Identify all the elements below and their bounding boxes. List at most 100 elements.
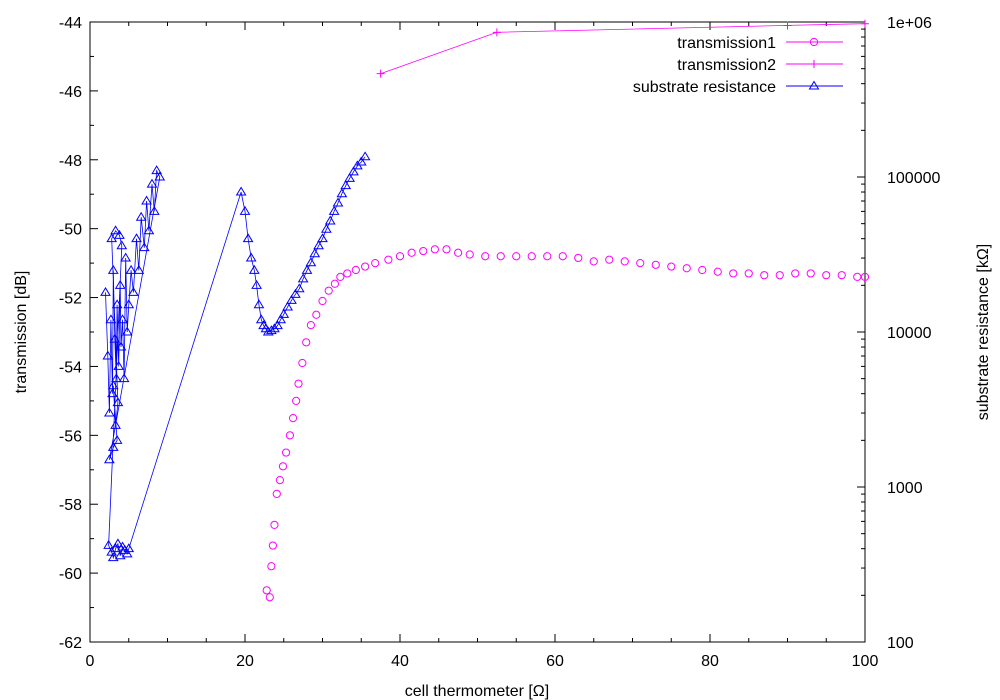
legend-label: substrate resistance [633, 79, 776, 96]
data-point [269, 323, 280, 333]
x-axis-label: cell thermometer [Ω] [405, 683, 549, 700]
data-point [118, 373, 130, 383]
y-tick-label: -62 [59, 635, 82, 652]
data-point [355, 156, 367, 166]
y-tick-label: -46 [59, 84, 82, 101]
data-point [242, 233, 254, 243]
legend-label: transmission2 [677, 57, 776, 74]
data-point [312, 310, 321, 319]
data-point [281, 448, 291, 457]
data-point [574, 253, 583, 263]
data-point [317, 233, 328, 243]
data-point [267, 562, 276, 571]
data-point [860, 272, 870, 281]
data-point [112, 397, 124, 407]
data-point [309, 248, 321, 258]
data-point [239, 205, 251, 215]
series-line [105, 156, 366, 560]
data-point [154, 171, 166, 181]
data-point [148, 205, 160, 215]
series-transmission2 [376, 19, 869, 78]
data-point [651, 260, 660, 269]
data-point [278, 462, 288, 471]
data-point [110, 225, 121, 235]
data-point [270, 520, 279, 529]
data-point [605, 255, 614, 264]
data-point [620, 257, 629, 266]
data-point [294, 379, 303, 388]
x-tick-label: 80 [701, 653, 719, 670]
series-layer [100, 19, 870, 602]
data-point [376, 69, 385, 78]
data-point [791, 269, 800, 278]
data-point [419, 246, 428, 256]
data-point [245, 252, 257, 262]
data-point [783, 21, 792, 30]
data-point [289, 288, 301, 298]
data-point [131, 233, 142, 243]
y2-tick-label: 100 [887, 635, 914, 652]
plot-frame [89, 21, 866, 643]
series-transmission1 [262, 245, 870, 602]
x-tick-label: 40 [391, 653, 409, 670]
data-point [371, 259, 380, 268]
data-point [116, 240, 128, 250]
y2-tick-label: 1000 [887, 480, 923, 497]
data-point [340, 180, 352, 190]
data-point [128, 286, 139, 296]
data-point [344, 172, 356, 182]
data-point [558, 252, 567, 261]
y-tick-label: -44 [59, 15, 82, 32]
data-point [292, 396, 301, 405]
data-point [106, 233, 118, 243]
data-point [103, 539, 114, 549]
data-point [336, 188, 348, 198]
data-point [351, 265, 360, 275]
data-point [115, 341, 127, 351]
data-point [744, 269, 753, 278]
data-point [272, 489, 281, 498]
y2-tick-labels: 100 1000 10000 100000 1e+06 [887, 15, 940, 652]
data-point [253, 299, 265, 309]
data-point [133, 264, 145, 274]
data-point [465, 250, 474, 259]
legend-marker [809, 37, 819, 47]
data-point [107, 264, 119, 274]
data-point [288, 414, 298, 423]
legend: transmission1 transmission2 substrate resi… [633, 35, 843, 96]
y2-tick-label: 1e+06 [887, 15, 932, 32]
data-point [359, 151, 371, 161]
data-point [272, 320, 283, 330]
data-point [336, 272, 345, 281]
y-tick-label: -50 [59, 222, 82, 239]
data-point [527, 252, 536, 261]
data-point [114, 229, 125, 239]
data-point [143, 225, 155, 235]
series-substrate-resistance [100, 151, 371, 562]
data-point [151, 165, 163, 175]
data-point [103, 407, 115, 417]
x-tick-label: 100 [852, 653, 879, 670]
data-point [120, 252, 132, 262]
data-point [251, 279, 263, 289]
y-tick-label: -54 [59, 359, 82, 376]
data-point [121, 548, 133, 558]
x-tick-label: 0 [86, 653, 95, 670]
data-point [543, 252, 552, 261]
data-point [110, 543, 121, 553]
data-point [837, 271, 846, 280]
data-point [384, 255, 393, 264]
data-point [135, 211, 147, 221]
data-point [123, 543, 135, 553]
data-point [117, 314, 128, 324]
data-point [111, 299, 123, 309]
y-tick-label: -52 [59, 291, 82, 308]
data-point [667, 262, 676, 271]
legend-item: transmission2 [677, 57, 843, 74]
data-point [713, 267, 722, 276]
y2-axis-label: substrate resistance [kΩ] [975, 244, 992, 420]
data-point [107, 441, 119, 451]
data-point [305, 257, 317, 267]
data-point [110, 373, 122, 383]
